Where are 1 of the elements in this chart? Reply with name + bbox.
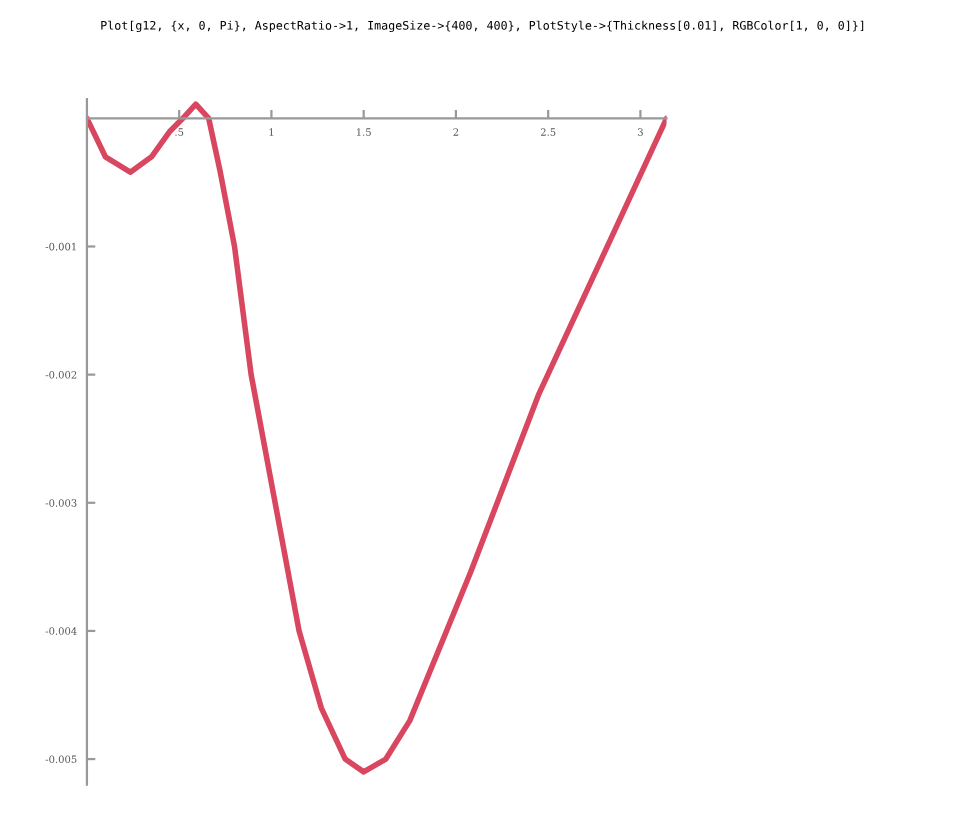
line-series bbox=[86, 101, 667, 775]
